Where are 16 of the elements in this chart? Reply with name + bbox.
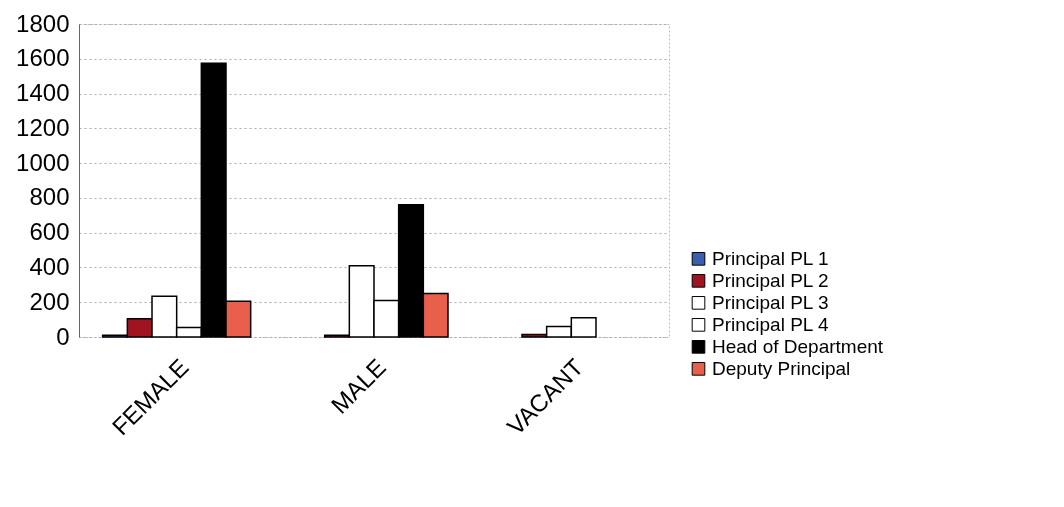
- legend-label: Principal PL 1: [712, 247, 829, 269]
- legend-label: Principal PL 2: [712, 269, 829, 291]
- y-tick-label: 1000: [16, 148, 70, 176]
- y-tick-label: 0: [56, 322, 70, 350]
- legend-label: Principal PL 4: [712, 313, 829, 335]
- y-tick-label: 400: [29, 252, 70, 280]
- y-tick-label: 800: [29, 183, 70, 211]
- legend-label: Deputy Principal: [712, 357, 851, 379]
- y-tick-label: 600: [29, 218, 70, 246]
- y-tick-label: 200: [29, 287, 70, 315]
- legend-label: Principal PL 3: [712, 291, 829, 313]
- y-tick-label: 1600: [16, 44, 70, 72]
- y-tick-label: 1400: [16, 79, 70, 107]
- y-tick-label: 1200: [16, 113, 70, 141]
- y-tick-label: 1800: [16, 9, 70, 37]
- legend-label: Head of Department: [712, 335, 884, 357]
